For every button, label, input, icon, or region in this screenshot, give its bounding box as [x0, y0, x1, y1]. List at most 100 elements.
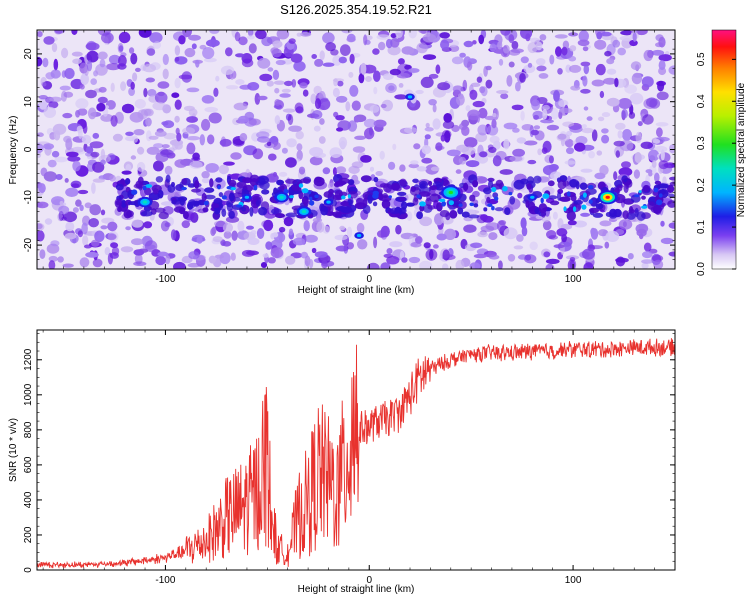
- noise-blob: [373, 86, 378, 95]
- noise-blob: [186, 87, 200, 93]
- noise-blob: [121, 170, 132, 175]
- signal-speck: [221, 195, 227, 200]
- snr-xlabel: Height of straight line (km): [298, 584, 415, 595]
- noise-blob: [574, 142, 586, 152]
- noise-blob: [303, 220, 310, 232]
- noise-blob: [356, 222, 365, 233]
- noise-blob: [578, 30, 589, 42]
- noise-blob: [408, 256, 421, 264]
- signal-blob: [526, 176, 535, 185]
- noise-blob: [369, 166, 375, 172]
- signal-blob: [643, 185, 650, 193]
- noise-blob: [285, 157, 297, 168]
- signal-blob: [533, 175, 542, 184]
- noise-blob: [181, 220, 190, 229]
- noise-blob: [121, 103, 135, 114]
- noise-blob: [44, 218, 53, 225]
- noise-blob: [532, 110, 544, 120]
- signal-blob: [494, 207, 504, 212]
- noise-blob: [41, 81, 47, 87]
- signal-blob: [259, 180, 270, 190]
- noise-blob: [97, 96, 108, 104]
- noise-blob: [100, 159, 106, 166]
- noise-blob: [65, 187, 79, 197]
- noise-blob: [316, 221, 325, 233]
- noise-blob: [651, 160, 657, 168]
- signal-speck: [508, 191, 513, 196]
- signal-blob: [557, 179, 567, 190]
- noise-blob: [562, 121, 575, 127]
- noise-blob: [178, 74, 193, 80]
- noise-blob: [390, 33, 397, 39]
- noise-blob: [49, 96, 62, 103]
- noise-blob: [285, 255, 296, 265]
- noise-blob: [202, 47, 215, 59]
- peak-blob: [142, 200, 148, 204]
- signal-blob: [255, 199, 262, 207]
- noise-blob: [496, 220, 506, 232]
- noise-blob: [415, 89, 424, 95]
- noise-blob: [43, 106, 57, 118]
- noise-blob: [215, 75, 220, 82]
- noise-blob: [668, 65, 675, 75]
- noise-blob: [61, 47, 69, 59]
- noise-blob: [511, 104, 524, 111]
- noise-blob: [641, 262, 649, 269]
- noise-blob: [132, 72, 138, 82]
- noise-blob: [477, 124, 489, 136]
- noise-blob: [144, 240, 158, 253]
- noise-blob: [395, 224, 402, 235]
- y-tick-label: 0: [23, 567, 34, 573]
- signal-blob: [669, 181, 675, 186]
- noise-blob: [364, 39, 371, 45]
- signal-blob: [285, 212, 298, 218]
- signal-speck: [588, 185, 594, 189]
- noise-blob: [62, 112, 73, 119]
- signal-blob: [340, 206, 353, 214]
- noise-blob: [283, 216, 294, 227]
- noise-blob: [252, 148, 264, 160]
- signal-blob: [204, 194, 216, 200]
- noise-blob: [551, 107, 559, 120]
- noise-blob: [79, 257, 90, 268]
- noise-blob: [152, 41, 162, 49]
- noise-blob: [161, 121, 169, 126]
- signal-blob: [472, 180, 479, 188]
- noise-blob: [533, 125, 541, 130]
- noise-blob: [419, 260, 433, 269]
- noise-blob: [421, 157, 433, 164]
- noise-blob: [149, 32, 163, 44]
- noise-blob: [605, 230, 620, 242]
- noise-blob: [363, 118, 377, 128]
- noise-blob: [160, 149, 174, 158]
- noise-blob: [196, 236, 203, 244]
- noise-blob: [604, 50, 612, 57]
- signal-blob: [418, 186, 431, 193]
- noise-blob: [312, 217, 323, 223]
- noise-blob: [295, 130, 304, 140]
- noise-blob: [299, 31, 312, 37]
- noise-blob: [451, 56, 464, 65]
- signal-blob: [242, 177, 253, 184]
- noise-blob: [239, 133, 248, 142]
- noise-blob: [420, 76, 434, 88]
- signal-blob: [549, 200, 560, 206]
- noise-blob: [618, 98, 632, 109]
- noise-blob: [440, 39, 450, 50]
- noise-blob: [319, 50, 325, 61]
- noise-blob: [476, 154, 489, 164]
- noise-blob: [599, 220, 612, 227]
- noise-blob: [569, 125, 583, 133]
- noise-blob: [498, 260, 503, 269]
- noise-blob: [594, 39, 607, 50]
- noise-blob: [380, 225, 390, 238]
- noise-blob: [439, 32, 451, 39]
- noise-blob: [432, 104, 437, 113]
- signal-speck: [641, 205, 648, 209]
- noise-blob: [338, 56, 347, 64]
- noise-blob: [142, 63, 156, 73]
- noise-blob: [390, 38, 400, 48]
- noise-blob: [555, 46, 562, 57]
- noise-blob: [81, 222, 88, 235]
- noise-blob: [51, 150, 60, 158]
